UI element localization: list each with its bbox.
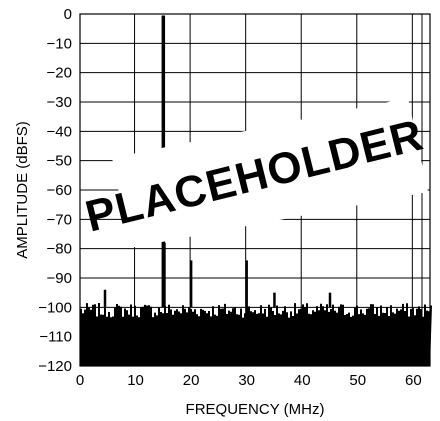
y-tick-label: −10 [47,35,72,52]
noise-floor-layer [80,303,432,366]
y-tick-label: −20 [47,65,72,82]
y-axis-title: AMPLITUDE (dBFS) [14,121,31,259]
y-tick-label: −90 [47,270,72,287]
y-tick-label: −60 [47,182,72,199]
y-tick-label: −110 [39,329,72,346]
x-tick-label: 50 [349,372,366,389]
x-tick-label: 30 [238,372,255,389]
watermark: PLACEHOLDER [81,98,428,248]
y-tick-label: −40 [47,123,72,140]
y-tick-label: −70 [47,211,72,228]
x-tick-label: 40 [294,372,311,389]
x-axis-title: FREQUENCY (MHz) [186,401,325,418]
y-tick-label: −30 [47,94,72,111]
x-tick-label: 10 [127,372,144,389]
y-tick-label: 0 [64,6,72,23]
x-tick-labels: 0 10 20 30 40 50 60 [76,372,422,389]
y-tick-label: −100 [38,299,72,316]
watermark-background [112,98,428,248]
y-tick-label: −120 [38,358,72,375]
noise-floor [80,303,432,366]
x-tick-label: 60 [405,372,422,389]
x-tick-label: 20 [183,372,200,389]
y-tick-label: −80 [47,241,72,258]
x-tick-label: 0 [76,372,84,389]
y-tick-labels: 0 −10 −20 −30 −40 −50 −60 −70 −80 −90 −100 −110 −120 [38,6,72,375]
y-tick-label: −50 [47,153,72,170]
plot-frame [79,13,431,367]
